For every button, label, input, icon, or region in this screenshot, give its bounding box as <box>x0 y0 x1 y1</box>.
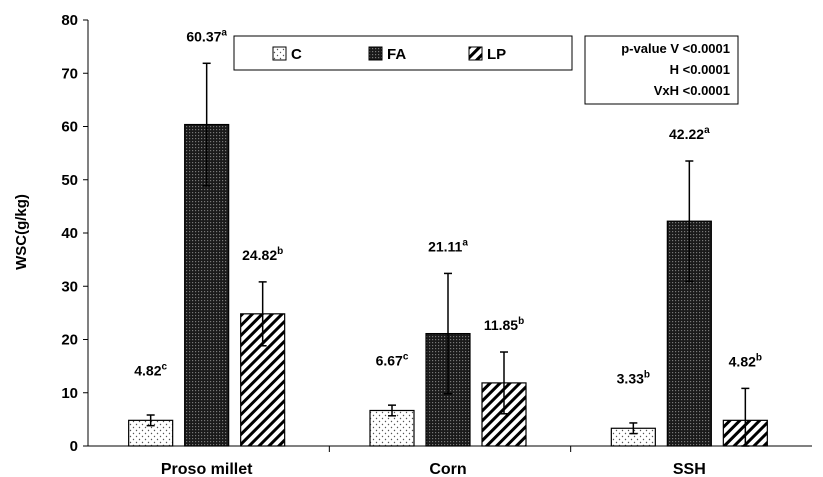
legend-label-c: C <box>291 46 302 63</box>
stats-line: H <0.0001 <box>670 62 730 77</box>
x-tick-label: SSH <box>673 461 706 477</box>
y-tick-label: 20 <box>61 332 78 349</box>
bars: 4.82c 60.37a 24.82b 6.67c 21.11a 11.85b 3.33b 4… <box>128 27 768 447</box>
y-axis: 0 10 20 30 40 50 60 70 80 <box>61 12 89 455</box>
legend-label-lp: LP <box>487 46 506 63</box>
y-tick-label: 60 <box>61 119 78 136</box>
y-tick-label: 50 <box>61 172 78 189</box>
legend-box <box>233 35 573 71</box>
stats-line: p-value V <0.0001 <box>621 41 730 56</box>
data-label: 4.82c <box>134 361 167 378</box>
legend: C FA LP <box>233 35 573 71</box>
y-tick-label: 80 <box>61 12 78 29</box>
x-tick-label: Proso millet <box>161 461 253 477</box>
y-tick-label: 0 <box>70 438 78 455</box>
data-label: 42.22a <box>669 125 710 142</box>
data-label: 3.33b <box>617 369 650 386</box>
y-tick-label: 10 <box>61 385 78 402</box>
y-axis-title: WSC(g/kg) <box>13 194 30 270</box>
data-label: 21.11a <box>428 237 468 254</box>
legend-label-fa: FA <box>387 46 406 63</box>
data-label: 6.67c <box>376 351 409 368</box>
data-label: 4.82b <box>729 352 762 369</box>
stats-box: p-value V <0.0001 H <0.0001 VxH <0.0001 <box>584 35 739 105</box>
data-label: 24.82b <box>242 246 283 263</box>
x-axis: Proso millet Corn SSH <box>88 445 812 477</box>
legend-swatch-lp <box>468 46 483 61</box>
stats-line: VxH <0.0001 <box>654 83 730 98</box>
legend-swatch-c <box>272 46 287 61</box>
y-tick-label: 30 <box>61 278 78 295</box>
legend-swatch-fa <box>368 46 383 61</box>
data-label: 11.85b <box>484 316 524 333</box>
y-tick-label: 40 <box>61 225 78 242</box>
stats-box-frame <box>584 35 739 105</box>
y-tick-label: 70 <box>61 65 78 82</box>
x-tick-label: Corn <box>429 461 466 477</box>
data-label: 60.37a <box>186 27 227 44</box>
